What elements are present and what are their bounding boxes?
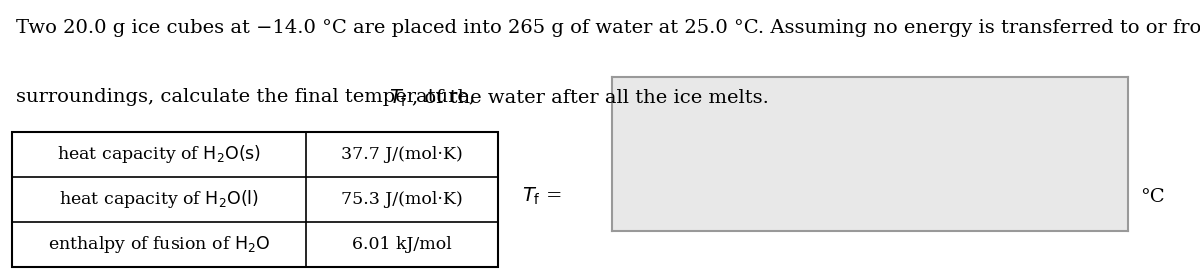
Text: °C: °C [1140, 188, 1165, 206]
Text: surroundings, calculate the final temperature,: surroundings, calculate the final temper… [16, 88, 481, 106]
Text: $T_\mathrm{f}$ =: $T_\mathrm{f}$ = [522, 186, 562, 207]
Text: heat capacity of $\mathrm{H_2O(l)}$: heat capacity of $\mathrm{H_2O(l)}$ [59, 188, 259, 210]
Text: Two 20.0 g ice cubes at −14.0 °C are placed into 265 g of water at 25.0 °C. Assu: Two 20.0 g ice cubes at −14.0 °C are pla… [16, 19, 1200, 37]
Text: 6.01 kJ/mol: 6.01 kJ/mol [352, 236, 452, 253]
Text: 37.7 J/(mol·K): 37.7 J/(mol·K) [341, 146, 463, 163]
Text: 75.3 J/(mol·K): 75.3 J/(mol·K) [341, 191, 463, 208]
Text: heat capacity of $\mathrm{H_2O(s)}$: heat capacity of $\mathrm{H_2O(s)}$ [56, 144, 262, 166]
Text: $T_\mathrm{f}$: $T_\mathrm{f}$ [390, 88, 408, 109]
Text: , of the water after all the ice melts.: , of the water after all the ice melts. [413, 88, 769, 106]
Text: enthalpy of fusion of $\mathrm{H_2O}$: enthalpy of fusion of $\mathrm{H_2O}$ [48, 234, 270, 255]
